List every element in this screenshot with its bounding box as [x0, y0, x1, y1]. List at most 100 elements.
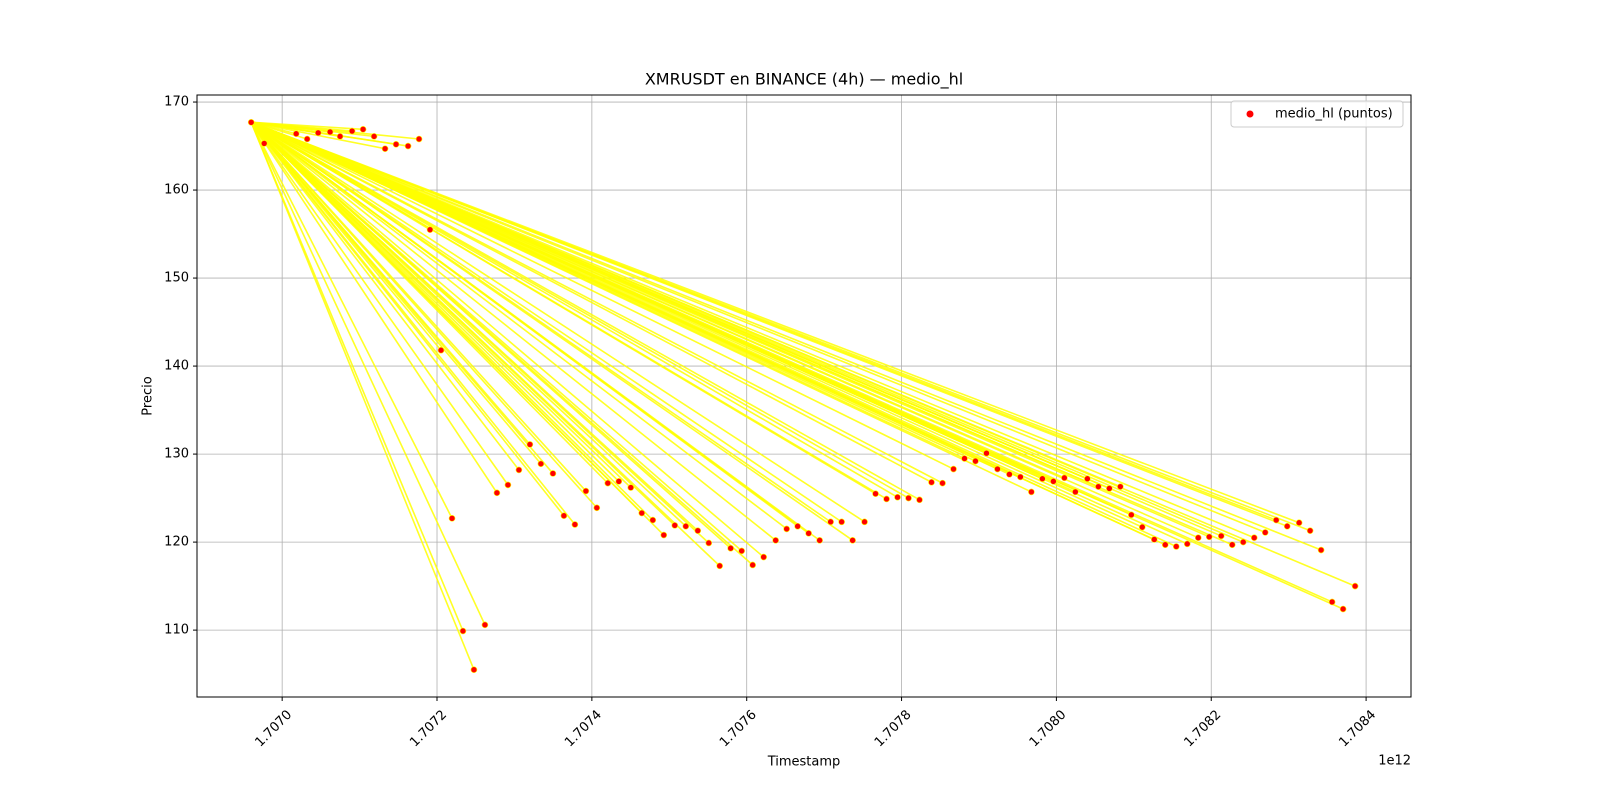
- point: [916, 496, 923, 504]
- point: [961, 455, 968, 462]
- point: [805, 529, 812, 537]
- legend-label: medio_hl (puntos): [1275, 107, 1393, 122]
- connector-line: [250, 121, 453, 519]
- connector-line: [250, 121, 754, 566]
- x-tick-label: 1.7080: [1027, 707, 1070, 750]
- point: [493, 489, 501, 497]
- connector-line: [250, 121, 1032, 493]
- point: [571, 521, 579, 528]
- connector-line: [250, 121, 710, 544]
- legend-marker: [1246, 110, 1254, 118]
- point: [549, 470, 557, 477]
- plot-frame: [196, 94, 1412, 698]
- point: [660, 531, 668, 539]
- point: [593, 504, 601, 512]
- point: [292, 130, 300, 138]
- point: [1017, 473, 1024, 481]
- connector-line: [250, 121, 954, 470]
- point: [1161, 541, 1169, 549]
- point: [794, 522, 801, 530]
- point: [649, 516, 657, 524]
- point: [783, 525, 790, 533]
- point: [470, 666, 478, 674]
- point: [905, 494, 912, 502]
- point: [983, 449, 990, 457]
- point: [1261, 529, 1269, 536]
- point: [760, 553, 767, 561]
- point: [950, 465, 957, 473]
- point: [1217, 532, 1225, 540]
- point: [336, 133, 344, 140]
- x-axis-label: Timestamp: [767, 755, 841, 770]
- point: [247, 118, 255, 126]
- point: [526, 441, 534, 448]
- point: [939, 479, 946, 487]
- connector-line: [250, 121, 486, 626]
- point: [303, 135, 311, 143]
- connector-line: [250, 121, 554, 474]
- y-axis-label: Precio: [141, 376, 156, 415]
- point: [381, 145, 389, 152]
- point: [415, 135, 423, 143]
- connector-line: [250, 121, 509, 486]
- point: [994, 465, 1001, 473]
- point: [1172, 543, 1180, 550]
- connector-line: [250, 121, 788, 530]
- point: [504, 481, 512, 489]
- point: [1228, 541, 1236, 549]
- point: [638, 509, 646, 517]
- x-tick-label: 1.7070: [252, 707, 295, 750]
- point: [849, 537, 856, 544]
- connector-line: [250, 121, 721, 567]
- connector-line: [250, 121, 498, 494]
- point: [260, 140, 268, 147]
- point: [1250, 534, 1258, 541]
- connector-line: [250, 121, 598, 509]
- point: [705, 539, 713, 547]
- point: [448, 515, 456, 522]
- point: [838, 518, 845, 526]
- point: [1283, 522, 1291, 530]
- point: [1039, 475, 1046, 483]
- connector-line: [250, 121, 1233, 546]
- point: [615, 478, 623, 485]
- connector-line: [250, 121, 520, 471]
- x-tick-label: 1.7072: [407, 707, 450, 750]
- x-tick-label: 1.7074: [562, 707, 605, 750]
- point: [426, 226, 434, 233]
- point: [1128, 511, 1135, 519]
- connector-line: [250, 121, 854, 541]
- connector-line: [250, 121, 1255, 539]
- point: [359, 126, 367, 133]
- chart-title: XMRUSDT en BINANCE (4h) — medio_hl: [645, 70, 963, 90]
- point: [1072, 488, 1079, 496]
- y-tick-label: 160: [164, 183, 189, 198]
- y-tick-label: 130: [164, 447, 189, 462]
- point: [404, 142, 412, 150]
- point: [671, 522, 679, 529]
- point: [1295, 519, 1303, 527]
- legend-box: [1230, 100, 1404, 128]
- point: [459, 627, 467, 635]
- point: [1117, 483, 1124, 490]
- x-tick-label: 1.7078: [872, 707, 915, 750]
- point: [738, 547, 745, 555]
- point: [727, 544, 734, 552]
- connector-line: [250, 121, 665, 536]
- point: [1351, 582, 1359, 590]
- point: [1205, 533, 1213, 541]
- connector-line: [250, 121, 1311, 532]
- connector-line: [250, 121, 777, 541]
- point: [694, 527, 702, 534]
- point: [928, 478, 935, 486]
- connector-line: [250, 121, 865, 523]
- connector-line: [250, 121, 887, 500]
- point: [827, 518, 834, 526]
- point: [560, 512, 568, 519]
- point: [537, 460, 545, 468]
- point: [1006, 471, 1013, 478]
- connector-line: [250, 121, 920, 501]
- point: [1272, 516, 1280, 524]
